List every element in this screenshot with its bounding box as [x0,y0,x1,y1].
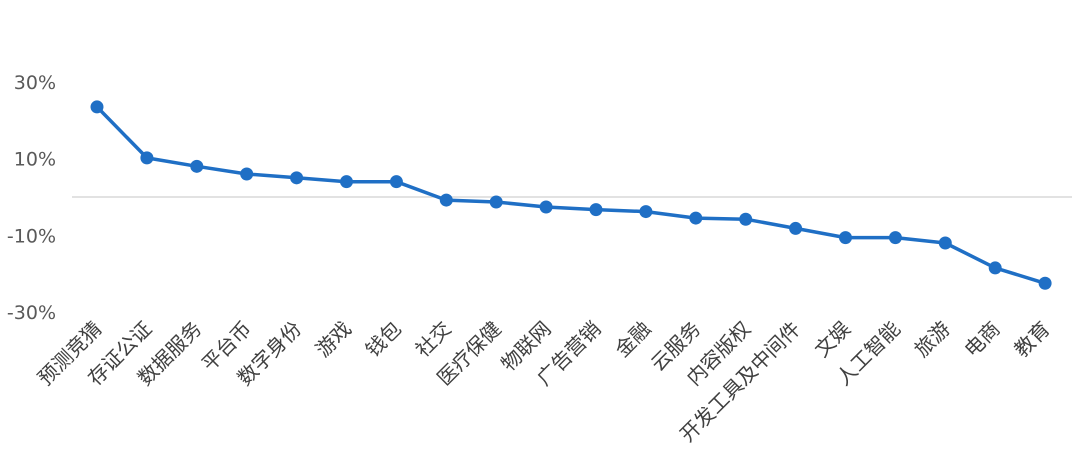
data-point [290,171,304,185]
x-category-label: 游戏 [311,317,356,362]
y-tick-label: 30% [14,72,56,94]
x-category-label: 教育 [1009,317,1054,362]
data-point [938,236,952,250]
data-point [90,100,104,114]
x-category-label: 旅游 [910,317,955,362]
data-point [888,231,902,245]
data-point [988,261,1002,275]
data-point [190,159,204,173]
data-point [839,231,852,245]
x-category-label: 钱包 [361,317,406,362]
data-point [789,221,803,235]
data-point [240,167,254,181]
data-point [639,205,653,219]
y-tick-label: -10% [7,225,56,247]
data-point [340,175,353,189]
data-point [389,175,403,189]
data-point [1038,276,1052,290]
data-point [539,200,553,214]
data-point [489,195,503,209]
data-point [689,211,703,225]
y-tick-label: -30% [7,302,56,324]
data-point [739,212,753,226]
data-point [439,193,453,207]
data-point [140,151,154,165]
x-category-label: 电商 [959,317,1004,362]
y-tick-label: 10% [14,149,56,171]
series-line [95,105,1046,285]
y-axis-ticks: 30% 10% -10% -30% [7,72,56,324]
data-point [589,203,603,217]
data-markers [90,100,1052,290]
